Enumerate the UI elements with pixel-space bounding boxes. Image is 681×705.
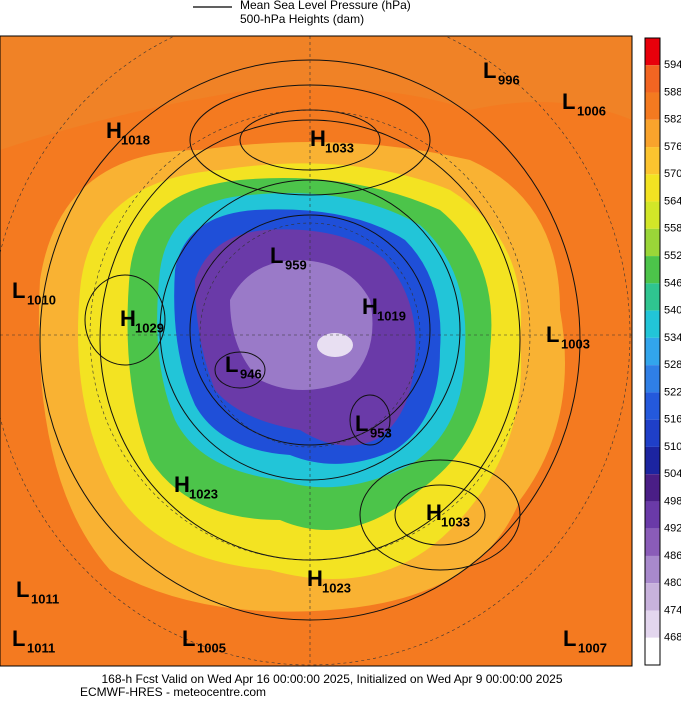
center-value: 1005 <box>197 640 226 655</box>
center-value: 1019 <box>377 308 406 323</box>
colorbar-label: 474 <box>664 604 681 616</box>
colorbar-label: 468 <box>664 632 681 644</box>
colorbar-swatch <box>645 228 660 257</box>
center-letter: H <box>174 472 190 497</box>
colorbar-swatch <box>645 174 660 202</box>
colorbar-swatch <box>645 392 660 420</box>
center-letter: H <box>106 118 122 143</box>
colorbar-swatch <box>645 201 660 229</box>
colorbar-swatch <box>645 555 660 584</box>
colorbar-swatch <box>645 310 660 338</box>
colorbar-label: 582 <box>664 114 681 126</box>
isobars <box>0 36 632 666</box>
center-value: 1011 <box>31 591 59 606</box>
center-value: 1006 <box>577 103 606 118</box>
colorbar-swatch <box>645 474 660 502</box>
colorbar-label: 540 <box>664 305 681 317</box>
center-letter: L <box>546 322 559 347</box>
center-letter: H <box>307 566 323 591</box>
center-letter: L <box>483 58 496 83</box>
center-letter: L <box>270 243 283 268</box>
center-letter: H <box>426 500 442 525</box>
colorbar-label: 486 <box>664 550 681 562</box>
colorbar-label: 498 <box>664 495 681 507</box>
center-value: 996 <box>498 72 520 87</box>
colorbar-label: 522 <box>664 386 681 398</box>
colorbar-swatch <box>645 65 660 93</box>
center-letter: L <box>562 89 575 114</box>
colorbar-swatch <box>645 419 660 447</box>
colorbar-label: 528 <box>664 359 681 371</box>
colorbar-swatch <box>645 38 660 66</box>
colorbar-swatch <box>645 583 660 611</box>
center-letter: L <box>182 626 195 651</box>
colorbar-swatch <box>645 119 660 148</box>
colorbar-label: 576 <box>664 141 681 153</box>
colorbar-swatch <box>645 147 660 175</box>
center-value: 1023 <box>189 486 218 501</box>
colorbar-swatch <box>645 501 660 529</box>
center-letter: L <box>12 278 25 303</box>
footer-line1: 168-h Fcst Valid on Wed Apr 16 00:00:00 … <box>102 672 563 686</box>
colorbar-swatch <box>645 365 660 393</box>
colorbar-label: 510 <box>664 441 681 453</box>
center-letter: H <box>362 294 378 319</box>
colorbar-label: 594 <box>664 59 681 71</box>
center-value: 1003 <box>561 336 590 351</box>
colorbar-swatch <box>645 610 660 638</box>
colorbar-label: 558 <box>664 223 681 235</box>
center-letter: L <box>355 411 368 436</box>
center-value: 1033 <box>325 140 354 155</box>
colorbar-label: 564 <box>664 195 681 207</box>
colorbar-swatch <box>645 256 660 284</box>
center-value: 959 <box>285 257 307 272</box>
colorbar-label: 534 <box>664 332 681 344</box>
colorbar-label: 570 <box>664 168 681 180</box>
colorbar-label: 552 <box>664 250 681 262</box>
colorbar-label: 588 <box>664 86 681 98</box>
center-letter: L <box>563 626 576 651</box>
colorbar-frame <box>644 37 661 666</box>
map <box>0 35 633 667</box>
center-value: 953 <box>370 425 392 440</box>
center-value: 946 <box>240 366 262 381</box>
center-value: 1007 <box>578 640 607 655</box>
center-value: 1029 <box>135 320 164 335</box>
colorbar-label: 516 <box>664 414 681 426</box>
center-letter: L <box>16 577 29 602</box>
colorbar-label: 480 <box>664 577 681 589</box>
colorbar: 594 588 582 576 570 564 558 552 546 540 534 528 522 5… <box>644 37 681 666</box>
colorbar-swatch <box>645 637 660 665</box>
center-letter: H <box>120 306 136 331</box>
colorbar-swatch <box>645 283 660 311</box>
colorbar-label: 546 <box>664 277 681 289</box>
center-letter: H <box>310 126 326 151</box>
center-value: 1023 <box>322 580 351 595</box>
colorbar-swatch <box>645 528 660 556</box>
legend-mslp: Mean Sea Level Pressure (hPa) <box>240 0 411 12</box>
colorbar-label: 492 <box>664 523 681 535</box>
center-value: 1011 <box>27 640 55 655</box>
colorbar-swatch <box>645 446 660 475</box>
colorbar-swatch <box>645 92 660 120</box>
center-value: 1010 <box>27 292 56 307</box>
legend-heights: 500-hPa Heights (dam) <box>240 12 364 26</box>
center-value: 1033 <box>441 514 470 529</box>
colorbar-label: 504 <box>664 468 681 480</box>
footer-line2: ECMWF-HRES - meteocentre.com <box>80 685 266 699</box>
center-letter: L <box>12 626 25 651</box>
colorbar-swatch <box>645 337 660 366</box>
center-value: 1018 <box>121 132 150 147</box>
center-letter: L <box>225 352 238 377</box>
